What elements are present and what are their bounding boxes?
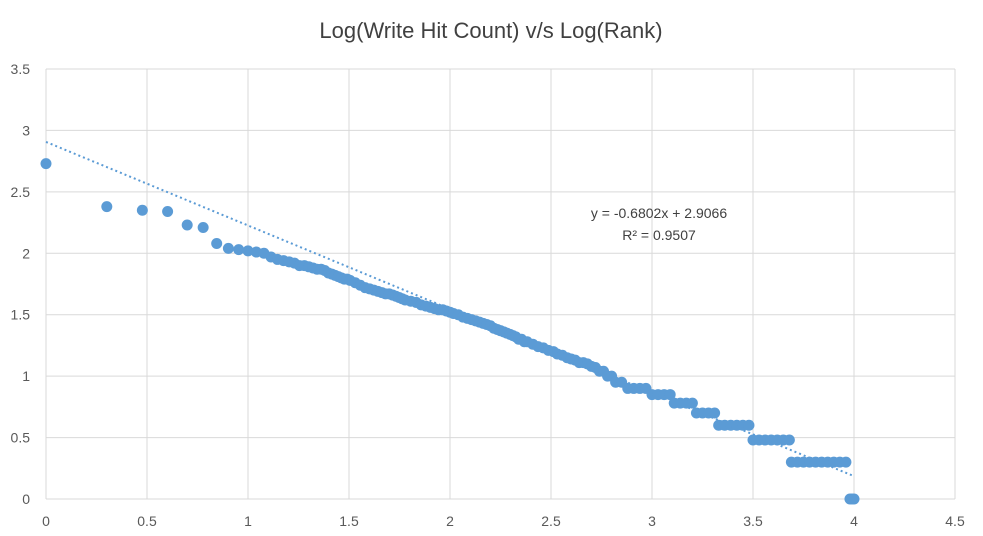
chart-title: Log(Write Hit Count) v/s Log(Rank) [319, 18, 662, 43]
data-point [162, 206, 174, 218]
x-tick-label: 4.5 [945, 513, 965, 529]
y-tick-label: 3.5 [11, 61, 31, 77]
trendline-equation: y = -0.6802x + 2.9066 [591, 205, 727, 221]
data-point [181, 219, 193, 231]
x-tick-label: 0 [42, 513, 50, 529]
data-point [664, 389, 676, 401]
x-tick-label: 4 [850, 513, 858, 529]
data-point [233, 244, 245, 256]
data-point [222, 242, 234, 254]
x-tick-label: 1 [244, 513, 252, 529]
data-point [783, 434, 795, 446]
x-tick-label: 3 [648, 513, 656, 529]
data-point [40, 158, 52, 170]
y-tick-label: 2 [22, 245, 30, 261]
data-point [197, 221, 209, 233]
data-point [211, 237, 223, 249]
data-point [709, 407, 721, 419]
x-tick-label: 2.5 [541, 513, 561, 529]
data-points [40, 158, 860, 505]
trendline-group [45, 140, 855, 478]
x-tick-label: 3.5 [743, 513, 763, 529]
data-point [686, 397, 698, 409]
gridlines [45, 68, 956, 500]
x-tick-label: 2 [446, 513, 454, 529]
y-tick-label: 0 [22, 491, 30, 507]
trendline [45, 140, 855, 478]
y-tick-label: 1.5 [11, 307, 31, 323]
y-tick-label: 2.5 [11, 184, 31, 200]
data-point [743, 419, 755, 431]
data-point [242, 245, 254, 257]
data-point [840, 456, 852, 468]
data-point [136, 204, 148, 216]
tick-labels: 0 0.5 1 1.5 2 2.5 3 3.5 0 0.5 1 1.5 2 2.5 3 3.5 4 4.5 [11, 61, 965, 529]
y-tick-label: 3 [22, 122, 30, 138]
data-point [101, 201, 113, 213]
trendline-r-squared: R² = 0.9507 [622, 227, 696, 243]
x-tick-label: 1.5 [339, 513, 359, 529]
y-tick-label: 0.5 [11, 430, 31, 446]
data-point [848, 493, 860, 505]
y-tick-label: 1 [22, 368, 30, 384]
x-tick-label: 0.5 [137, 513, 157, 529]
